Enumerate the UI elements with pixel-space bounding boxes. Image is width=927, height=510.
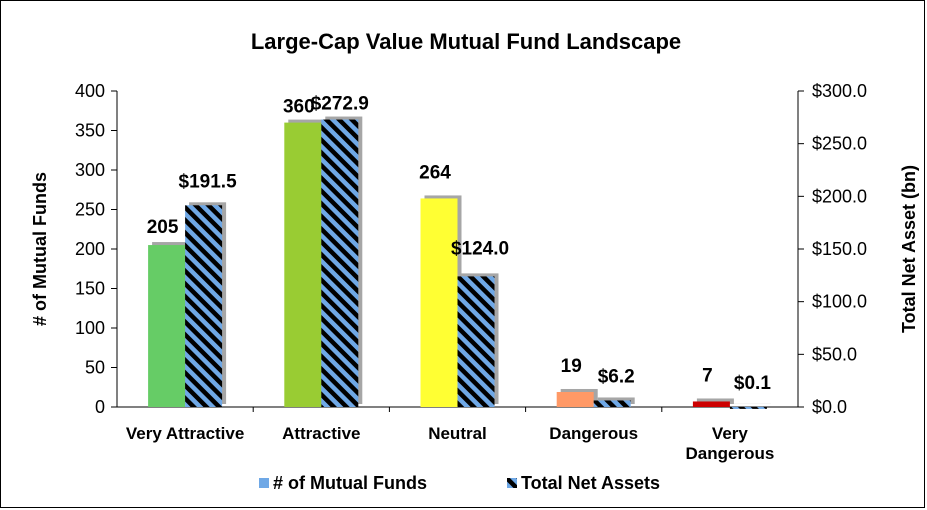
- data-label-total-net-assets: $191.5: [179, 171, 238, 192]
- data-label-total-net-assets: $124.0: [451, 238, 509, 259]
- bar-total-net-assets: [185, 205, 223, 407]
- legend-label-total-net-assets: Total Net Assets: [521, 473, 660, 493]
- legend-swatch-mutual-funds: [259, 478, 269, 488]
- legend-label-mutual-funds: # of Mutual Funds: [273, 473, 427, 493]
- bar-mutual-funds: [420, 198, 458, 407]
- x-tick-label: Dangerous: [549, 424, 638, 443]
- bar-total-net-assets: [457, 276, 495, 407]
- y-left-tick-label: 0: [95, 397, 105, 417]
- data-label-mutual-funds: 360: [283, 97, 315, 118]
- data-label-mutual-funds: 264: [419, 162, 451, 183]
- x-tick-label: Very: [712, 424, 748, 443]
- x-tick-label: Neutral: [428, 424, 487, 443]
- y-left-tick-label: 200: [75, 239, 105, 259]
- x-tick-label: Dangerous: [686, 444, 775, 463]
- y-right-tick-label: $100.0: [812, 292, 867, 312]
- bar-mutual-funds: [556, 391, 594, 407]
- bar-total-net-assets: [321, 119, 359, 407]
- y-left-tick-label: 350: [75, 121, 105, 141]
- data-label-total-net-assets: $272.9: [311, 94, 369, 115]
- bar-mutual-funds: [692, 401, 730, 407]
- x-tick-label: Attractive: [282, 424, 360, 443]
- data-label-total-net-assets: $0.1: [734, 373, 771, 394]
- y-left-tick-label: 150: [75, 279, 105, 299]
- y-right-tick-label: $200.0: [812, 186, 867, 206]
- data-label-mutual-funds: 19: [561, 356, 582, 377]
- y-left-tick-label: 50: [85, 358, 105, 378]
- y-left-tick-label: 250: [75, 200, 105, 220]
- data-label-mutual-funds: 205: [147, 217, 179, 238]
- y-left-tick-label: 400: [75, 81, 105, 101]
- bar-mutual-funds: [148, 245, 186, 407]
- plot-area: 0 50 100 150 200 250 300 350 400 $0.0 $50.0 $100.0 $…: [30, 81, 919, 463]
- y-right-tick-label: $50.0: [812, 344, 857, 364]
- y-left-tick-label: 100: [75, 318, 105, 338]
- y-right-axis-title: Total Net Asset (bn): [899, 165, 919, 333]
- chart-title: Large-Cap Value Mutual Fund Landscape: [251, 29, 681, 54]
- y-left-axis-title: # of Mutual Funds: [30, 172, 50, 326]
- legend-swatch-total-net-assets: [507, 478, 517, 488]
- bar-mutual-funds: [284, 122, 322, 407]
- legend: # of Mutual Funds Total Net Assets: [259, 473, 660, 493]
- data-label-total-net-assets: $6.2: [598, 366, 635, 387]
- y-right-tick-label: $0.0: [812, 397, 847, 417]
- y-right-tick-label: $150.0: [812, 239, 867, 259]
- y-left-tick-label: 300: [75, 160, 105, 180]
- data-label-mutual-funds: 7: [702, 365, 713, 386]
- y-right-tick-label: $250.0: [812, 134, 867, 154]
- bar-shadow: [696, 398, 734, 404]
- bar-total-net-assets: [729, 406, 767, 409]
- bar-total-net-assets: [593, 400, 631, 407]
- x-tick-label: Very Attractive: [126, 424, 244, 443]
- y-right-tick-label: $300.0: [812, 81, 867, 101]
